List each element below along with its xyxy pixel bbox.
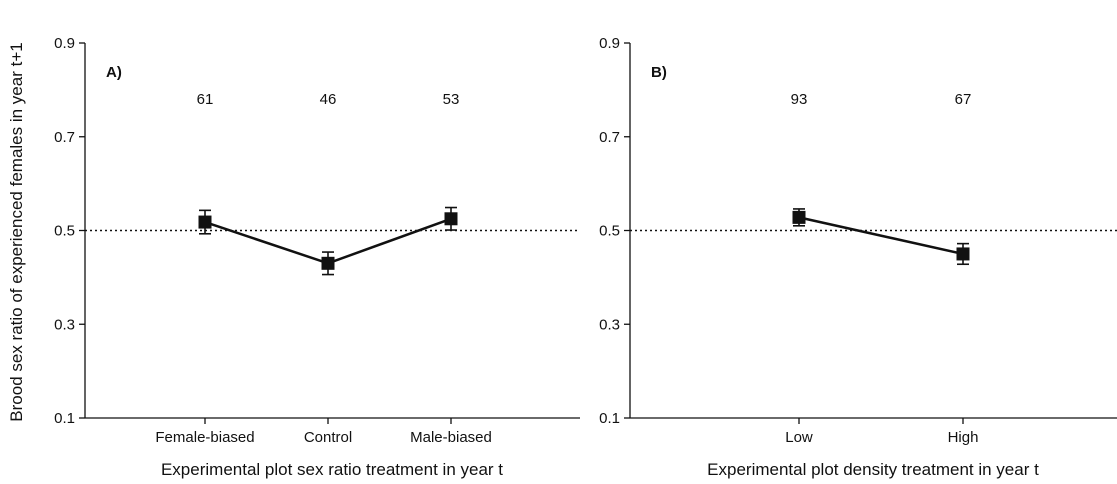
y-tick-label: 0.5 (54, 223, 75, 240)
sample-size-label: 67 (955, 91, 972, 108)
y-tick-label: 0.9 (54, 35, 75, 52)
y-tick-label: 0.5 (599, 223, 620, 240)
x-tick-label: High (948, 429, 979, 446)
y-tick-label: 0.7 (599, 129, 620, 146)
y-tick-label: 0.1 (599, 410, 620, 427)
y-tick-label: 0.3 (54, 316, 75, 333)
x-tick-label: Control (304, 429, 352, 446)
x-tick-label: Female-biased (155, 429, 254, 446)
x-axis-title: Experimental plot sex ratio treatment in… (161, 460, 503, 479)
y-tick-label: 0.1 (54, 410, 75, 427)
x-tick-label: Low (785, 429, 813, 446)
y-tick-label: 0.9 (599, 35, 620, 52)
panel-a: 0.1 0.3 0.5 0.7 0.9 Female-biased Control Male-… (54, 35, 580, 479)
data-point (792, 210, 806, 224)
x-axis-title: Experimental plot density treatment in y… (707, 460, 1039, 479)
data-point (956, 247, 970, 261)
sample-size-label: 93 (791, 91, 808, 108)
sample-size-label: 53 (443, 91, 460, 108)
data-point (321, 256, 335, 270)
sample-size-label: 46 (320, 91, 337, 108)
y-tick-label: 0.3 (599, 316, 620, 333)
data-point (198, 215, 212, 229)
sample-size-label: 61 (197, 91, 214, 108)
panel-label: B) (651, 64, 667, 81)
y-axis-title: Brood sex ratio of experienced females i… (7, 42, 26, 421)
panel-label: A) (106, 64, 122, 81)
data-point (444, 212, 458, 226)
series-line (798, 216, 964, 256)
panel-b: 0.1 0.3 0.5 0.7 0.9 Low High Experimental plot … (599, 35, 1117, 479)
y-tick-label: 0.7 (54, 129, 75, 146)
x-tick-label: Male-biased (410, 429, 492, 446)
